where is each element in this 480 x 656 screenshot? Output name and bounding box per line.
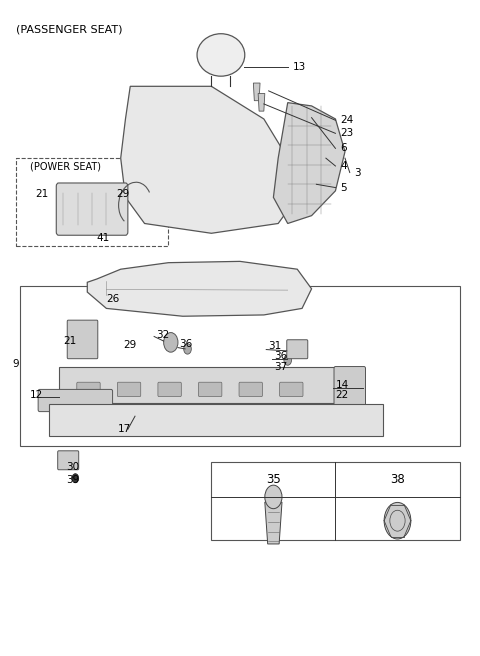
FancyBboxPatch shape — [77, 382, 100, 397]
Text: 36: 36 — [274, 351, 287, 361]
Circle shape — [265, 485, 282, 508]
Text: 22: 22 — [336, 390, 348, 400]
Text: 41: 41 — [97, 233, 110, 243]
Ellipse shape — [197, 33, 245, 76]
Text: 24: 24 — [340, 115, 353, 125]
Text: (PASSENGER SEAT): (PASSENGER SEAT) — [16, 24, 122, 34]
Text: 12: 12 — [30, 390, 43, 400]
Polygon shape — [120, 87, 297, 234]
FancyBboxPatch shape — [239, 382, 263, 397]
Text: 29: 29 — [123, 340, 136, 350]
Polygon shape — [258, 94, 265, 111]
Polygon shape — [87, 261, 312, 316]
Text: 31: 31 — [268, 341, 281, 352]
Circle shape — [164, 333, 178, 352]
FancyBboxPatch shape — [58, 451, 79, 470]
Text: (POWER SEAT): (POWER SEAT) — [30, 161, 101, 171]
Polygon shape — [265, 502, 282, 544]
FancyBboxPatch shape — [38, 390, 113, 411]
Text: 5: 5 — [340, 182, 347, 193]
Text: 35: 35 — [266, 474, 281, 487]
Text: 26: 26 — [107, 294, 120, 304]
FancyBboxPatch shape — [59, 367, 336, 403]
FancyBboxPatch shape — [49, 405, 383, 436]
Text: 13: 13 — [292, 62, 306, 72]
Text: 23: 23 — [340, 129, 353, 138]
Text: 3: 3 — [355, 167, 361, 178]
Text: 17: 17 — [118, 424, 132, 434]
Text: 38: 38 — [390, 474, 405, 487]
Text: 14: 14 — [336, 380, 348, 390]
Circle shape — [384, 502, 411, 539]
Circle shape — [184, 344, 192, 354]
FancyBboxPatch shape — [334, 367, 365, 409]
Text: 32: 32 — [156, 329, 170, 340]
Text: 29: 29 — [116, 189, 129, 199]
FancyBboxPatch shape — [117, 382, 141, 397]
FancyBboxPatch shape — [287, 340, 308, 359]
Circle shape — [284, 355, 291, 365]
Text: 30: 30 — [66, 462, 79, 472]
FancyBboxPatch shape — [199, 382, 222, 397]
FancyBboxPatch shape — [158, 382, 181, 397]
Text: 36: 36 — [180, 339, 192, 350]
FancyBboxPatch shape — [67, 320, 98, 359]
Text: 37: 37 — [274, 362, 287, 372]
Polygon shape — [253, 83, 260, 100]
FancyBboxPatch shape — [56, 183, 128, 236]
Text: 4: 4 — [340, 161, 347, 171]
Text: 6: 6 — [340, 144, 347, 154]
Text: 21: 21 — [63, 336, 77, 346]
Text: 9: 9 — [12, 359, 19, 369]
Text: 39: 39 — [66, 474, 79, 485]
Circle shape — [72, 474, 79, 483]
FancyBboxPatch shape — [280, 382, 303, 397]
Text: 21: 21 — [35, 189, 48, 199]
Polygon shape — [274, 102, 345, 224]
